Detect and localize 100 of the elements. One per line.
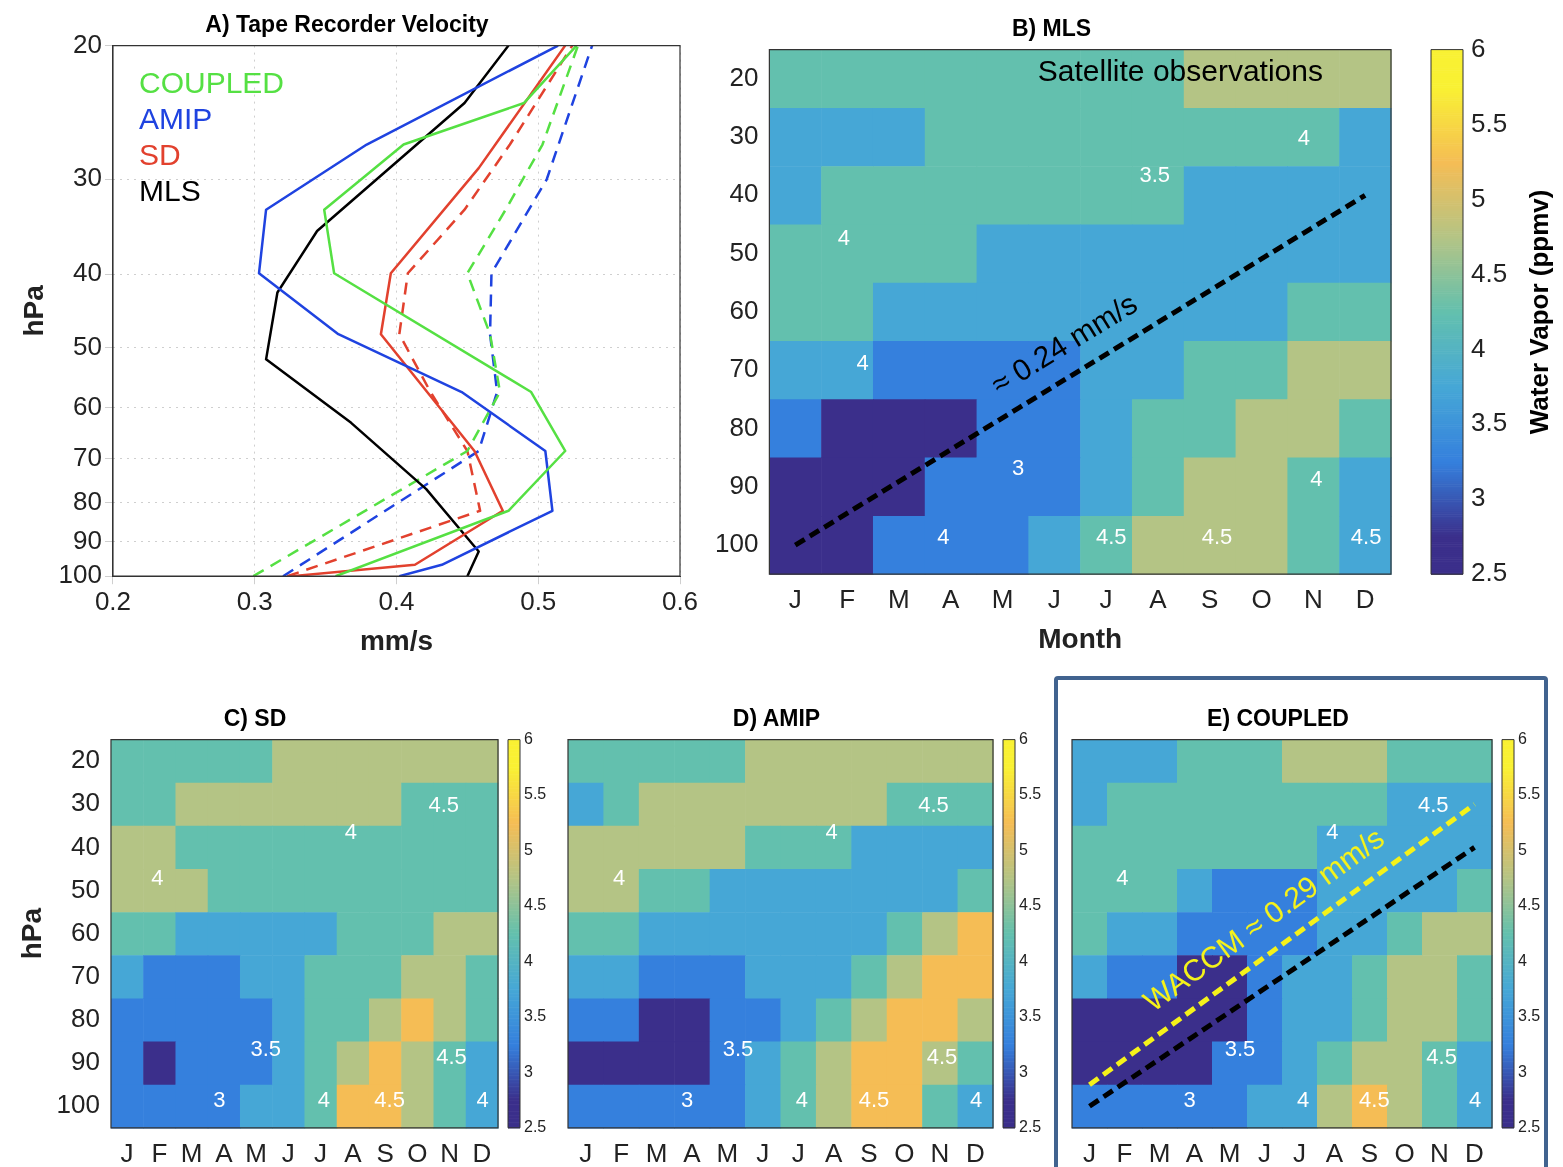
color-bar-label: 3.5 xyxy=(1019,1007,1042,1025)
color-bar-label: 3.5 xyxy=(1518,1007,1541,1025)
annotation: 4.5 xyxy=(926,1043,958,1069)
x-tick-label: O xyxy=(407,1137,428,1167)
y-tick-label: 60 xyxy=(73,390,102,421)
chart-title: C) SD xyxy=(223,705,287,732)
x-tick-label: D xyxy=(1465,1137,1484,1167)
color-bar-label: 4 xyxy=(1019,951,1028,969)
annotation: 4.5 xyxy=(918,791,949,817)
annotation: 3 xyxy=(680,1086,694,1112)
annotation: 4 xyxy=(969,1086,983,1112)
x-tick-label: J xyxy=(281,1137,295,1167)
annotation: 4.5 xyxy=(374,1086,405,1112)
color-bar-label: 4.5 xyxy=(1019,896,1042,914)
x-tick-label: M xyxy=(1148,1137,1171,1167)
x-tick-label: F xyxy=(1116,1137,1133,1167)
annotation: 4.5 xyxy=(858,1086,890,1112)
y-tick-label: 50 xyxy=(73,330,102,361)
chart-title: B) MLS xyxy=(1011,15,1092,42)
annotation: 4 xyxy=(825,818,838,844)
annotation: 4.5 xyxy=(1417,791,1449,817)
x-tick-label: M xyxy=(888,583,910,614)
y-tick-label: 40 xyxy=(729,178,759,209)
annotation: 4 xyxy=(476,1086,489,1112)
color-bar-label: 3 xyxy=(1471,482,1486,513)
x-tick-label: D xyxy=(472,1137,492,1167)
x-tick-label: A xyxy=(942,583,961,614)
chart-title: E) COUPLED xyxy=(1207,705,1349,732)
x-tick-label: A xyxy=(1149,583,1168,614)
color-bar-title: Water Vapor (ppmv) xyxy=(1524,189,1555,435)
color-bar-label: 2.5 xyxy=(524,1118,547,1136)
y-tick-label: 40 xyxy=(71,830,100,861)
x-tick-label: J xyxy=(314,1137,328,1167)
x-tick-label: O xyxy=(1251,583,1272,614)
x-tick-label: N xyxy=(1430,1137,1449,1167)
x-tick-label: M xyxy=(645,1137,668,1167)
x-tick-label: J xyxy=(1047,583,1061,614)
x-tick-label: J xyxy=(1293,1137,1306,1167)
text: ≈ 0.24 mm/s xyxy=(985,286,1143,401)
color-bar-label: 5.5 xyxy=(1518,785,1541,803)
annotation: 3 xyxy=(1183,1086,1196,1112)
y-tick-label: 60 xyxy=(729,295,759,326)
y-axis-title: hPa xyxy=(17,284,49,337)
chart-title: A) Tape Recorder Velocity xyxy=(205,11,489,38)
x-tick-label: F xyxy=(839,583,856,614)
annotation: 4 xyxy=(937,523,950,549)
x-tick-label: A xyxy=(1325,1137,1344,1167)
x-tick-label: A xyxy=(1185,1137,1204,1167)
x-tick-label: J xyxy=(1083,1137,1096,1167)
color-bar-label: 5 xyxy=(1518,840,1527,858)
x-tick-label: A xyxy=(344,1137,363,1167)
x-tick-label: A xyxy=(824,1137,843,1167)
color-bar-label: 3 xyxy=(1518,1062,1527,1080)
y-tick-label: 40 xyxy=(73,257,102,288)
color-bar-label: 6 xyxy=(1019,730,1028,748)
x-tick-label: S xyxy=(376,1137,394,1167)
y-tick-label: 90 xyxy=(73,524,102,555)
annotation: 4 xyxy=(1296,1086,1310,1112)
annotation: Satellite observations xyxy=(1037,53,1323,87)
annotation: 4 xyxy=(151,865,164,891)
x-tick-label: D xyxy=(965,1137,985,1167)
x-tick-label: J xyxy=(1099,583,1113,614)
annotation: 3.5 xyxy=(1224,1036,1256,1062)
annotation: 3.5 xyxy=(250,1036,282,1062)
annotation: 3.5 xyxy=(1139,161,1171,187)
color-bar-label: 3 xyxy=(524,1062,533,1080)
y-tick-label: 70 xyxy=(729,353,759,384)
color-bar-label: 2.5 xyxy=(1019,1118,1042,1136)
color-bar-label: 4.5 xyxy=(524,896,547,914)
annotation: 4 xyxy=(612,865,626,891)
x-tick-label: D xyxy=(1355,583,1375,614)
annotation: 4 xyxy=(1469,1086,1482,1112)
x-axis-title: Month xyxy=(1038,622,1123,654)
color-bar-label: 4.5 xyxy=(1471,257,1508,288)
y-tick-label: 100 xyxy=(56,1089,100,1120)
x-tick-label: A xyxy=(215,1137,234,1167)
x-tick-label: M xyxy=(1218,1137,1241,1167)
x-tick-label: 0.6 xyxy=(661,585,699,616)
y-tick-label: 80 xyxy=(729,411,759,442)
x-tick-label: J xyxy=(756,1137,770,1167)
color-bar-label: 4.5 xyxy=(1518,896,1541,914)
annotation: 4.5 xyxy=(436,1043,467,1069)
color-bar-label: 6 xyxy=(1518,730,1527,748)
color-bar-label: 5.5 xyxy=(1471,107,1508,138)
annotation: 4 xyxy=(837,224,851,250)
color-bar-label: 4 xyxy=(1471,332,1486,363)
x-tick-label: M xyxy=(180,1137,203,1167)
y-tick-label: 100 xyxy=(714,528,759,559)
annotation: 4 xyxy=(317,1086,330,1112)
annotation: 4 xyxy=(1297,124,1311,150)
x-tick-label: O xyxy=(1394,1137,1415,1167)
color-bar-label: 6 xyxy=(1471,32,1486,63)
annotation: 3 xyxy=(213,1086,226,1112)
x-tick-label: 0.5 xyxy=(520,585,557,616)
y-tick-label: 70 xyxy=(73,441,102,472)
x-tick-label: J xyxy=(788,583,802,614)
x-tick-label: J xyxy=(791,1137,805,1167)
y-tick-label: 80 xyxy=(73,485,102,516)
y-tick-label: 80 xyxy=(71,1003,100,1034)
y-tick-label: 70 xyxy=(71,960,100,991)
